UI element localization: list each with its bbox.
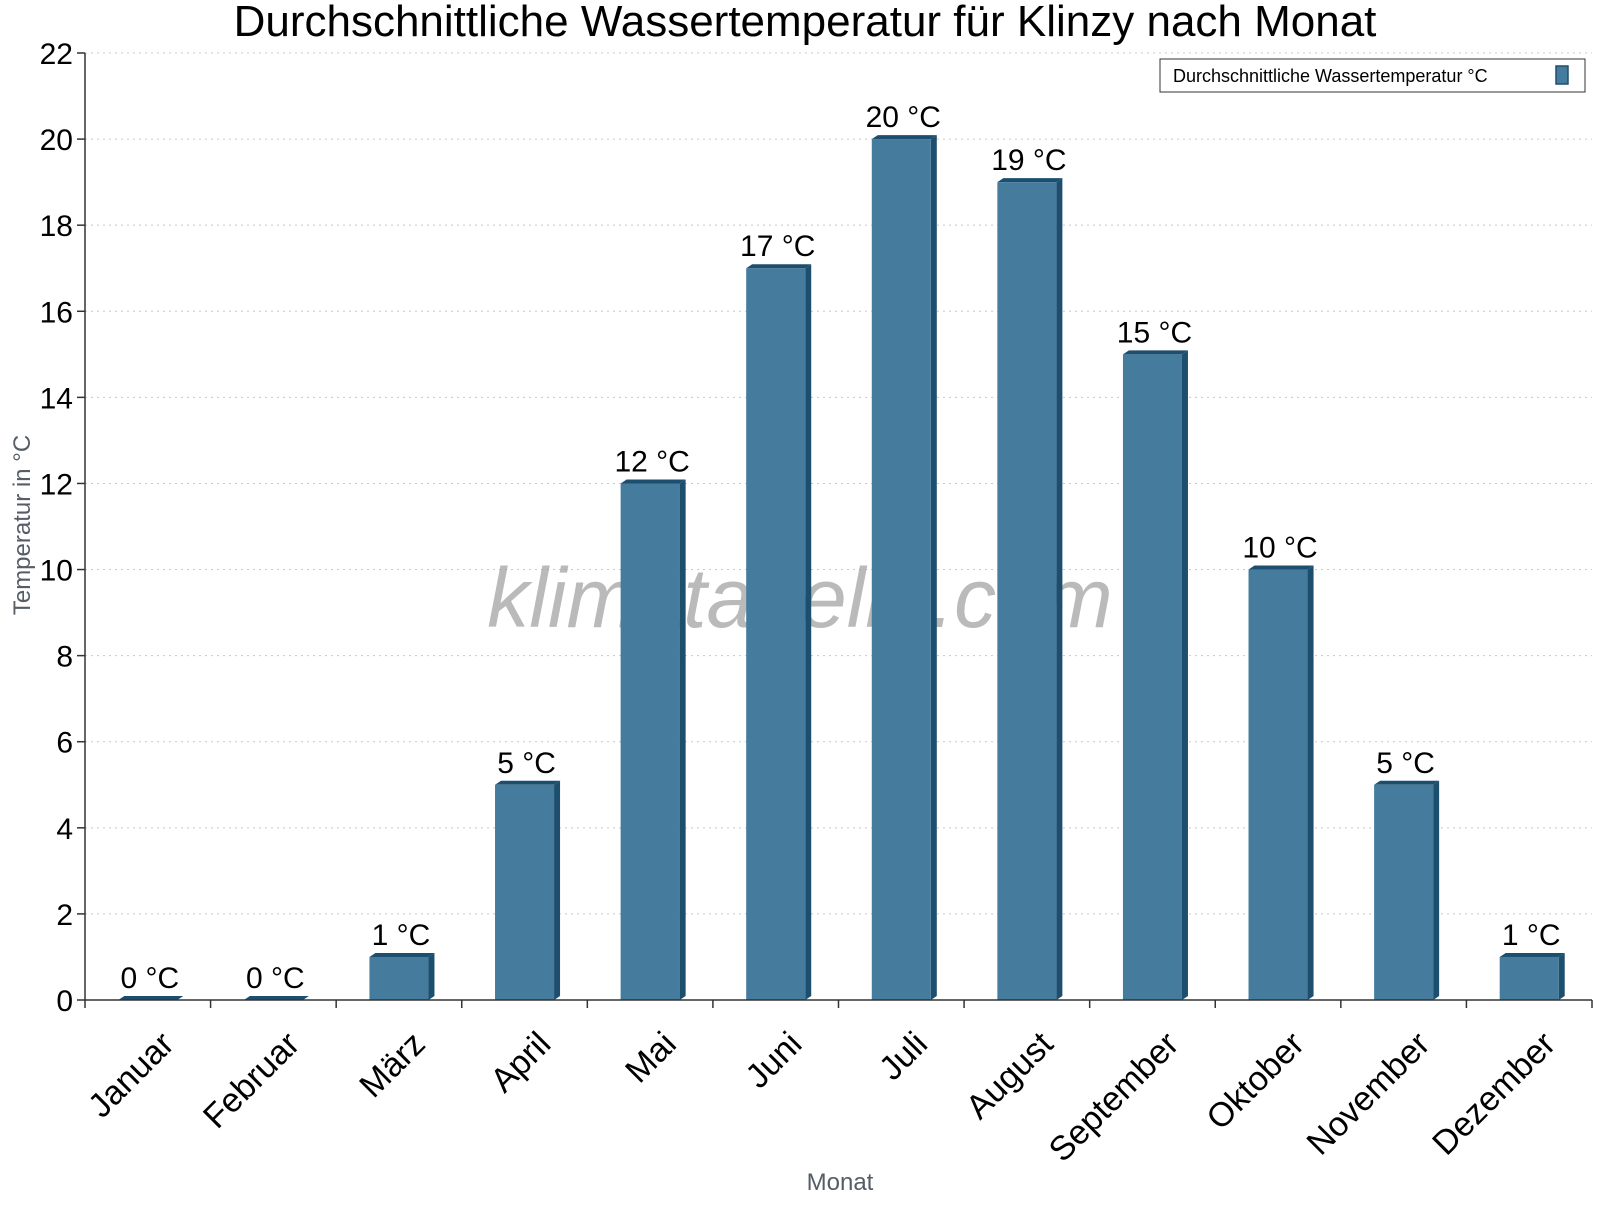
- x-tick-label: Januar: [81, 1025, 181, 1125]
- bar-side: [930, 135, 937, 1000]
- x-tick-label: Oktober: [1199, 1025, 1311, 1137]
- legend-box: [1159, 58, 1586, 93]
- y-tick-label: 20: [40, 124, 73, 157]
- y-tick-label: 10: [40, 555, 73, 588]
- y-axis-ticks: 0 2 4 6 8 10 12 14 16 18 20 22: [40, 38, 85, 1018]
- bar-side: [679, 479, 686, 1000]
- bar-juni: [746, 264, 812, 1000]
- bar-top: [243, 996, 309, 1000]
- bar-value-label: 5 °C: [1376, 747, 1435, 780]
- bar-november: [1374, 780, 1440, 1000]
- bar-front: [1374, 784, 1434, 1000]
- bar-februar: [243, 996, 309, 1000]
- x-tick-label: August: [959, 1024, 1061, 1126]
- bar-front: [495, 784, 555, 1000]
- bar-value-label: 17 °C: [740, 230, 815, 263]
- bar-value-labels: 0 °C 0 °C 1 °C 5 °C 12 °C 17 °C 20 °C 19 °C 15 °…: [120, 101, 1560, 995]
- bar-top: [1499, 952, 1565, 957]
- y-tick-label: 18: [40, 210, 73, 243]
- bar-value-label: 0 °C: [120, 962, 179, 995]
- bar-top: [118, 996, 184, 1000]
- bar-value-label: 10 °C: [1242, 532, 1317, 565]
- y-tick-label: 0: [56, 985, 73, 1018]
- bar-value-label: 1 °C: [1502, 919, 1561, 952]
- bar-januar: [118, 996, 184, 1000]
- bar-mai: [620, 479, 686, 1000]
- bar-side: [1433, 780, 1440, 1000]
- bar-value-label: 19 °C: [991, 144, 1066, 177]
- bar-april: [495, 780, 561, 1000]
- x-tick-label: Juni: [738, 1025, 809, 1096]
- y-tick-label: 14: [40, 382, 73, 415]
- bar-front: [871, 139, 931, 1000]
- bar-side: [428, 952, 435, 1000]
- axes: [84, 53, 1592, 1001]
- bar-value-label: 0 °C: [246, 962, 305, 995]
- bar-front: [620, 483, 680, 1000]
- bar-front: [1122, 354, 1182, 1000]
- bar-august: [997, 178, 1063, 1001]
- bar-top: [1374, 780, 1440, 785]
- legend-entry-label: Durchschnittliche Wassertemperatur °C: [1173, 66, 1488, 86]
- x-tick-label: November: [1300, 1025, 1438, 1163]
- x-tick-label: April: [483, 1025, 558, 1100]
- bar-top: [369, 952, 435, 957]
- bar-dezember: [1499, 952, 1565, 1000]
- bar-front: [1248, 569, 1308, 1000]
- bar-front: [997, 182, 1057, 1001]
- legend[interactable]: Durchschnittliche Wassertemperatur °C: [1159, 58, 1586, 93]
- y-tick-label: 16: [40, 296, 73, 329]
- x-tick-label: Mai: [618, 1025, 684, 1091]
- bar-top: [871, 135, 937, 140]
- x-tick-label: Februar: [196, 1025, 307, 1136]
- bar-side: [1307, 565, 1314, 1000]
- bar-top: [1248, 565, 1314, 570]
- y-tick-label: 12: [40, 468, 73, 501]
- bar-side: [554, 780, 561, 1000]
- y-tick-label: 2: [56, 899, 73, 932]
- y-tick-label: 22: [40, 38, 73, 71]
- x-axis-ticks: Januar Februar März April Mai Juni Juli AugustS…: [81, 1000, 1593, 1169]
- x-tick-label: Dezember: [1425, 1025, 1563, 1163]
- x-tick-label: März: [352, 1025, 432, 1105]
- bar-märz: [369, 952, 435, 1000]
- y-tick-label: 4: [56, 813, 73, 846]
- bar-front: [369, 956, 429, 1000]
- x-tick-label: September: [1042, 1025, 1186, 1169]
- y-tick-label: 8: [56, 641, 73, 674]
- bar-top: [620, 479, 686, 484]
- bar-side: [1558, 952, 1565, 1000]
- legend-swatch: [1555, 65, 1569, 85]
- bar-value-label: 12 °C: [614, 445, 689, 478]
- bar-side: [805, 264, 812, 1000]
- y-tick-label: 6: [56, 727, 73, 760]
- bar-side: [1181, 350, 1188, 1000]
- bar-value-label: 15 °C: [1117, 316, 1192, 349]
- bar-value-label: 1 °C: [372, 919, 431, 952]
- y-axis-label: Temperatur in °C: [9, 435, 36, 615]
- bar-front: [1499, 956, 1559, 1000]
- bar-side: [1056, 178, 1063, 1001]
- bar-juli: [871, 135, 937, 1000]
- bar-oktober: [1248, 565, 1314, 1000]
- bar-top: [746, 264, 812, 269]
- grid-lines: [85, 52, 1592, 915]
- bars: [118, 135, 1565, 1001]
- bar-top: [495, 780, 561, 785]
- bar-top: [997, 178, 1063, 183]
- x-axis-label: Monat: [807, 1169, 874, 1196]
- x-tick-label: Juli: [872, 1025, 935, 1088]
- bar-top: [1122, 350, 1188, 355]
- bar-value-label: 5 °C: [497, 747, 556, 780]
- bar-front: [746, 268, 806, 1000]
- bar-september: [1122, 350, 1188, 1000]
- chart-title: Durchschnittliche Wassertemperatur für K…: [234, 0, 1377, 46]
- bar-value-label: 20 °C: [866, 101, 941, 134]
